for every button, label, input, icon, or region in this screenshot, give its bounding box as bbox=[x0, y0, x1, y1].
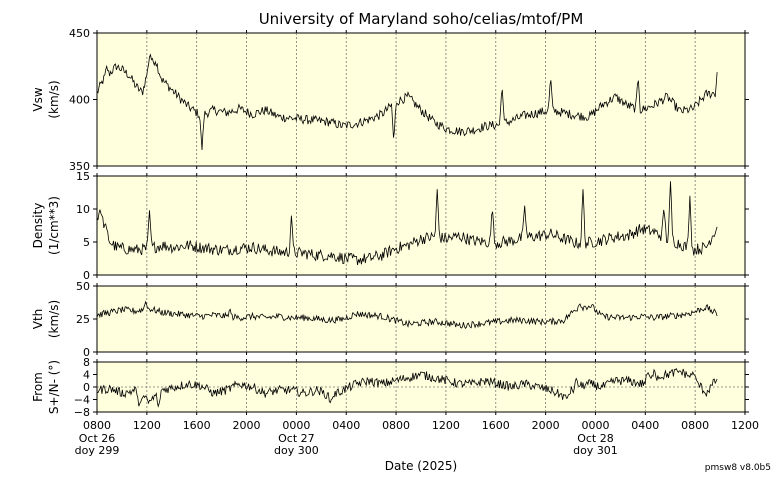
y-tick-label: 50 bbox=[76, 280, 90, 293]
day-label-date: Oct 27 bbox=[278, 432, 315, 445]
x-tick-label: 0000 bbox=[282, 419, 310, 432]
chart-title: University of Maryland soho/celias/mtof/… bbox=[259, 10, 584, 28]
series-line bbox=[96, 53, 718, 151]
y-axis-label: Density bbox=[31, 203, 45, 249]
y-tick-label: −8 bbox=[74, 406, 90, 419]
y-axis-unit: (km/s) bbox=[47, 300, 61, 338]
x-tick-label: 1200 bbox=[731, 419, 759, 432]
y-tick-label: 4 bbox=[83, 369, 90, 382]
y-tick-label: 0 bbox=[83, 269, 90, 282]
y-tick-label: 15 bbox=[76, 170, 90, 183]
x-tick-label: 1200 bbox=[133, 419, 161, 432]
y-axis-label: From bbox=[31, 372, 45, 402]
y-axis-unit: (km/s) bbox=[47, 80, 61, 118]
version-label: pmsw8 v8.0b5 bbox=[705, 463, 771, 473]
y-axis-unit: (1/cm**3) bbox=[47, 196, 61, 255]
panel-background bbox=[96, 285, 746, 353]
y-tick-label: 25 bbox=[76, 313, 90, 326]
x-tick-label: 2000 bbox=[233, 419, 261, 432]
y-axis-label: Vth bbox=[31, 309, 45, 330]
x-axis: 0800 1200 1600 2000 0000 0400 0800 1200 1600 2000… bbox=[75, 419, 759, 457]
panel-background bbox=[96, 32, 746, 167]
x-axis-label: Date (2025) bbox=[385, 459, 457, 473]
series-line bbox=[96, 300, 718, 329]
y-tick-label: 400 bbox=[69, 94, 90, 107]
x-tick-label: 0800 bbox=[382, 419, 410, 432]
y-tick-label: 0 bbox=[83, 346, 90, 359]
y-tick-label: −4 bbox=[74, 394, 90, 407]
day-label-doy: doy 299 bbox=[75, 444, 120, 457]
panel-background bbox=[96, 175, 746, 276]
panel-2: 0 5 10 15 Density (1/cm**3) bbox=[31, 170, 749, 282]
day-label-date: Oct 28 bbox=[577, 432, 614, 445]
panel-4: 840−4−8 From S+/N- (°) bbox=[31, 356, 749, 419]
y-tick-label: 8 bbox=[83, 356, 90, 369]
x-tick-label: 0400 bbox=[332, 419, 360, 432]
x-tick-label: 1600 bbox=[183, 419, 211, 432]
x-tick-label: 0800 bbox=[681, 419, 709, 432]
y-tick-label: 0 bbox=[83, 381, 90, 394]
y-axis-label: Vsw bbox=[31, 87, 45, 111]
panel-1: 350 400 450 Vsw (km/s) bbox=[31, 27, 749, 173]
x-tick-label: 0800 bbox=[83, 419, 111, 432]
y-tick-label: 10 bbox=[76, 203, 90, 216]
day-label-doy: doy 300 bbox=[274, 444, 319, 457]
day-label-doy: doy 301 bbox=[573, 444, 618, 457]
series-line bbox=[96, 368, 718, 408]
x-tick-label: 0400 bbox=[631, 419, 659, 432]
y-tick-label: 450 bbox=[69, 27, 90, 40]
series-line bbox=[96, 181, 718, 266]
y-tick-label: 5 bbox=[83, 236, 90, 249]
x-tick-label: 2000 bbox=[532, 419, 560, 432]
x-tick-label: 0000 bbox=[581, 419, 609, 432]
day-label-date: Oct 26 bbox=[79, 432, 116, 445]
x-tick-label: 1600 bbox=[482, 419, 510, 432]
y-axis-unit: S+/N- (°) bbox=[47, 360, 61, 414]
x-tick-label: 1200 bbox=[432, 419, 460, 432]
panel-3: 0 25 50 Vth (km/s) bbox=[31, 280, 749, 359]
y-tick-label: 350 bbox=[69, 160, 90, 173]
